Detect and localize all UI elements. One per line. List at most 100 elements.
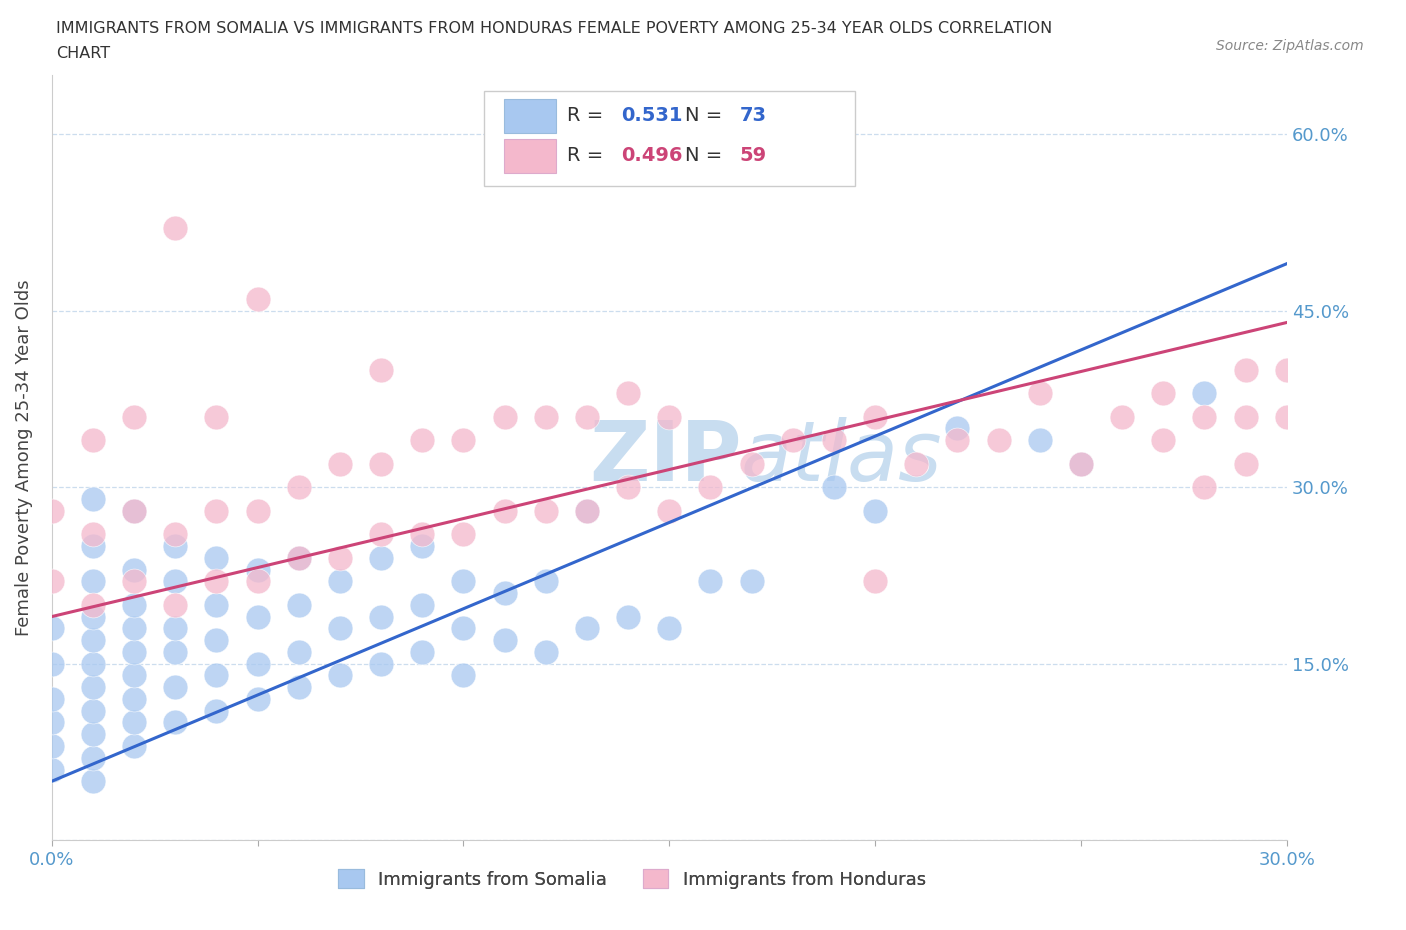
Point [41, 621, 63, 636]
Text: atlas: atlas [741, 418, 942, 498]
Point [329, 668, 352, 683]
Point [658, 503, 681, 518]
Point [122, 503, 145, 518]
Point [82, 432, 104, 447]
Point [287, 551, 309, 565]
Point [741, 574, 763, 589]
Point [329, 457, 352, 472]
Point [658, 409, 681, 424]
Text: 0.531: 0.531 [621, 106, 683, 126]
Point [82, 632, 104, 647]
Point [41, 574, 63, 589]
Point [122, 621, 145, 636]
Point [823, 432, 845, 447]
Point [1234, 362, 1257, 377]
FancyBboxPatch shape [503, 100, 555, 133]
Point [823, 480, 845, 495]
Point [453, 574, 475, 589]
Point [41, 503, 63, 518]
Text: ZIP: ZIP [589, 418, 741, 498]
Point [1152, 432, 1174, 447]
Point [122, 562, 145, 577]
Point [41, 738, 63, 753]
Point [122, 668, 145, 683]
Point [287, 644, 309, 659]
Point [411, 432, 433, 447]
Point [1029, 386, 1052, 401]
Point [246, 562, 269, 577]
Point [1275, 409, 1298, 424]
Point [534, 409, 557, 424]
Text: 59: 59 [740, 146, 766, 166]
Text: Source: ZipAtlas.com: Source: ZipAtlas.com [1216, 39, 1364, 53]
Point [741, 457, 763, 472]
Point [494, 503, 516, 518]
Text: CHART: CHART [56, 46, 110, 61]
Point [82, 657, 104, 671]
Point [905, 457, 928, 472]
Point [699, 480, 721, 495]
Point [122, 574, 145, 589]
Point [329, 551, 352, 565]
Point [122, 409, 145, 424]
Point [205, 409, 228, 424]
Point [205, 574, 228, 589]
Point [205, 668, 228, 683]
Point [165, 538, 187, 553]
FancyBboxPatch shape [503, 139, 555, 173]
Point [205, 503, 228, 518]
Point [205, 703, 228, 718]
Point [246, 657, 269, 671]
Point [246, 692, 269, 707]
Point [617, 386, 640, 401]
Point [122, 597, 145, 612]
Point [617, 609, 640, 624]
Point [1070, 457, 1092, 472]
Point [782, 432, 804, 447]
Point [863, 574, 886, 589]
Point [1275, 362, 1298, 377]
Point [122, 738, 145, 753]
Point [82, 574, 104, 589]
Point [987, 432, 1010, 447]
Point [1234, 409, 1257, 424]
Point [494, 586, 516, 601]
Point [82, 538, 104, 553]
Point [575, 621, 598, 636]
Point [246, 609, 269, 624]
Point [82, 751, 104, 765]
Point [165, 221, 187, 236]
FancyBboxPatch shape [484, 91, 855, 186]
Point [165, 597, 187, 612]
Point [246, 503, 269, 518]
Point [494, 632, 516, 647]
Text: N =: N = [685, 106, 728, 126]
Point [1070, 457, 1092, 472]
Point [411, 597, 433, 612]
Point [205, 597, 228, 612]
Point [411, 526, 433, 541]
Point [82, 703, 104, 718]
Point [370, 457, 392, 472]
Point [1234, 457, 1257, 472]
Point [41, 762, 63, 777]
Point [370, 362, 392, 377]
Point [1111, 409, 1133, 424]
Point [165, 526, 187, 541]
Point [41, 715, 63, 730]
Point [1029, 432, 1052, 447]
Point [575, 503, 598, 518]
Point [453, 526, 475, 541]
Text: N =: N = [685, 146, 728, 166]
Point [165, 680, 187, 695]
Point [82, 526, 104, 541]
Point [370, 609, 392, 624]
Point [575, 409, 598, 424]
Point [82, 597, 104, 612]
Point [122, 715, 145, 730]
Point [165, 621, 187, 636]
Point [534, 574, 557, 589]
Point [165, 715, 187, 730]
Point [41, 657, 63, 671]
Y-axis label: Female Poverty Among 25-34 Year Olds: Female Poverty Among 25-34 Year Olds [15, 279, 32, 636]
